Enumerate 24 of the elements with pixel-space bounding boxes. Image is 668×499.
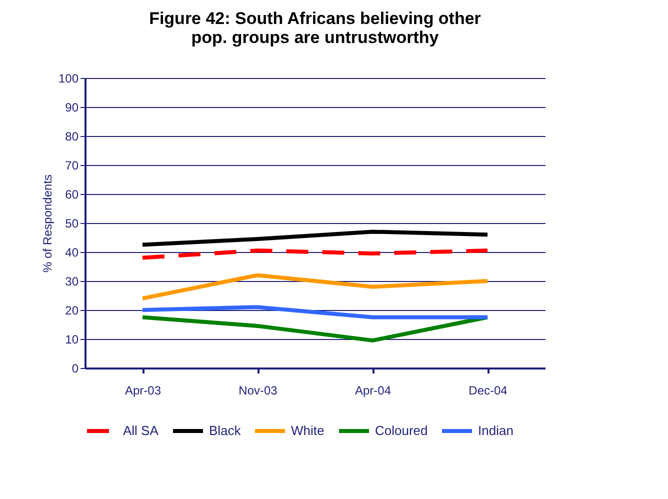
y-tick-label: 10 [65,332,79,346]
x-tick-label: Dec-04 [468,384,508,398]
legend-label: Coloured [375,423,428,438]
line-series [140,273,490,300]
line-series [140,230,490,247]
y-axis-title: % of Respondents [40,174,54,273]
y-tick-label: 0 [72,362,79,376]
y-tick-label: 40 [65,246,79,260]
x-tick-label: Apr-03 [124,384,162,398]
y-tick-label: 80 [65,130,79,144]
x-tick-label: Apr-04 [354,384,392,398]
legend-label: White [291,423,324,438]
y-tick-label: 20 [65,304,79,318]
y-tick-label: 70 [65,158,79,172]
legend-label: Indian [478,423,514,438]
y-tick-label: 50 [65,216,79,230]
legend-label: All SA [123,423,159,438]
legend-label: Black [209,423,242,438]
y-tick-label: 100 [58,72,79,86]
x-tick-label: Nov-03 [238,384,278,398]
y-tick-label: 30 [65,274,79,288]
chart-title: Figure 42: South Africans believing other pop. groups are untrustworthy [149,9,482,47]
y-tick-label: 60 [65,188,79,202]
y-tick-label: 90 [65,100,79,114]
